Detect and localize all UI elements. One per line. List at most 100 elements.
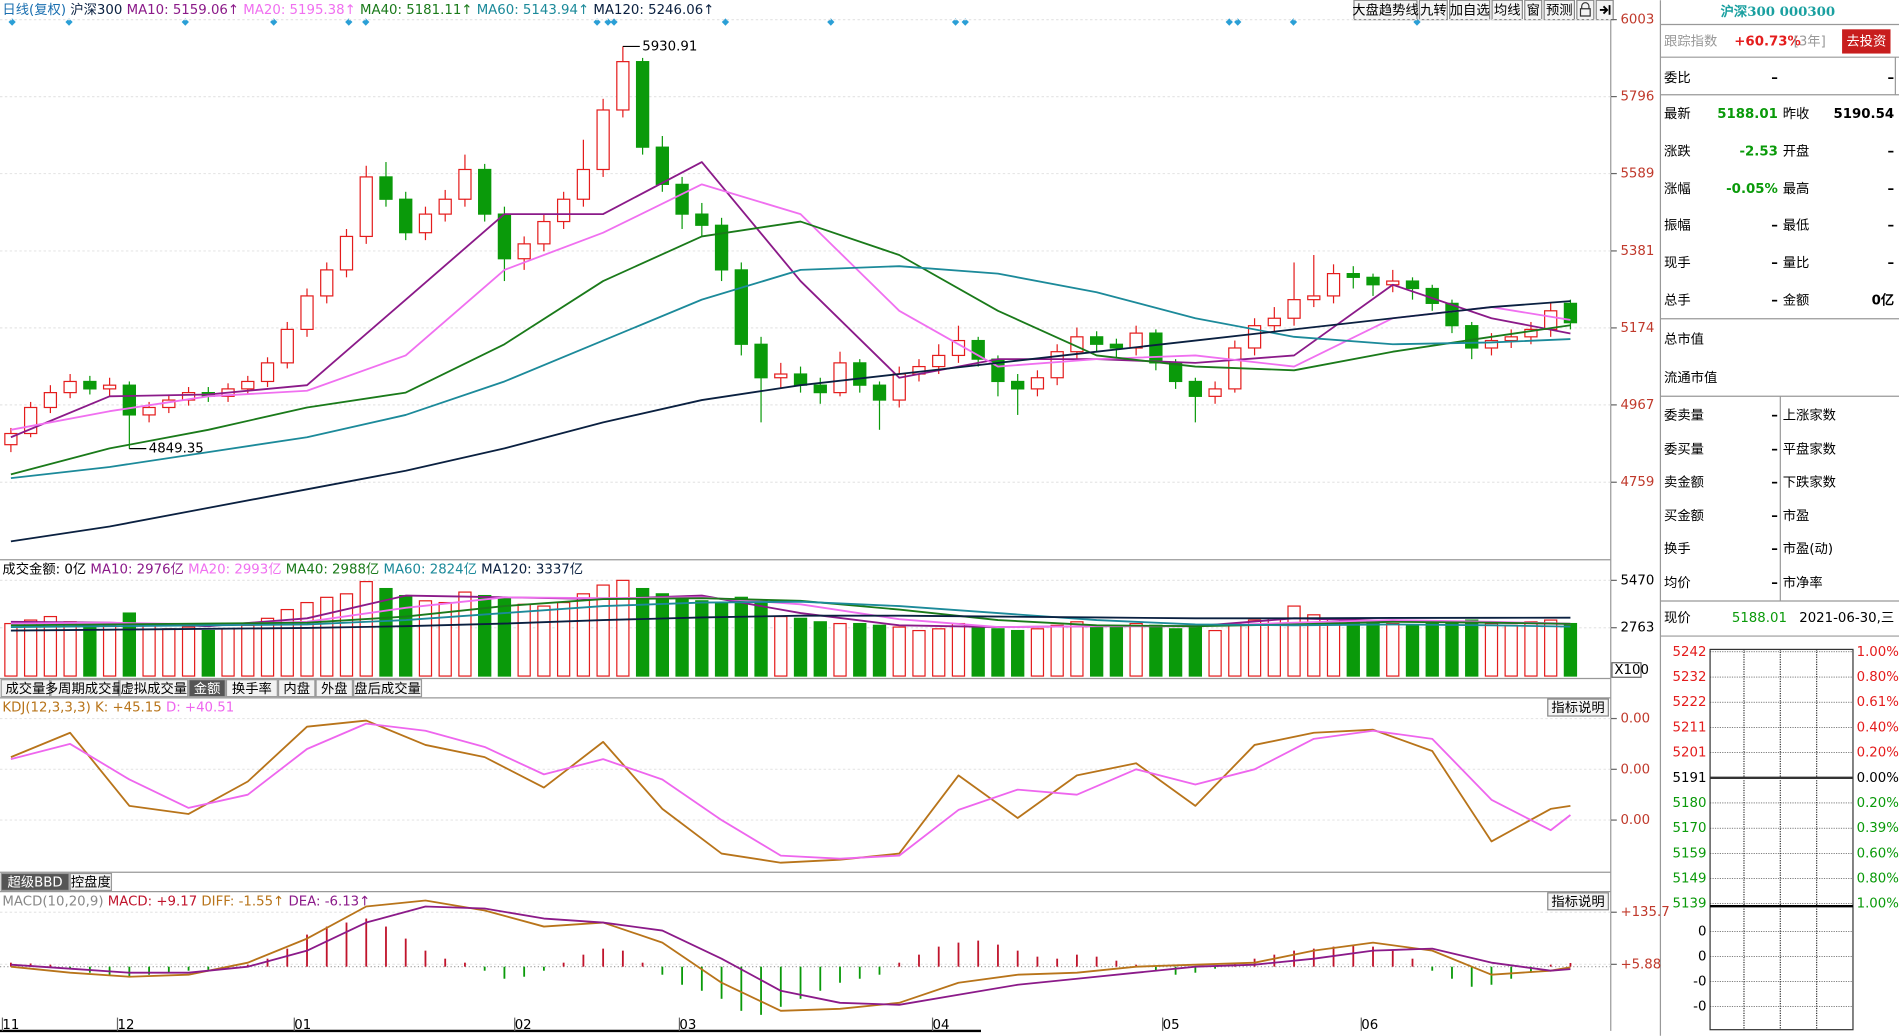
volume-bar xyxy=(1247,619,1262,677)
field-value: 0亿 xyxy=(1872,292,1895,309)
tab[interactable] xyxy=(353,679,423,698)
tab[interactable] xyxy=(277,679,316,698)
toolbar-button[interactable] xyxy=(1543,0,1576,21)
help-label: 指标说明 xyxy=(1551,700,1604,716)
tab-label: 控盘度 xyxy=(71,874,111,891)
toolbar-button[interactable] xyxy=(1418,0,1448,21)
candle-body xyxy=(260,362,275,383)
legend: MACD(10,20,9) MACD: +9.17 DIFF: -1.55↑ D… xyxy=(2,894,374,909)
volume-bar xyxy=(1168,628,1183,677)
volume-bar xyxy=(813,621,827,677)
field-value: – xyxy=(1887,182,1894,197)
mini-price: 5159 xyxy=(1673,846,1707,861)
ma-line xyxy=(10,265,1571,480)
candle-body xyxy=(418,213,433,234)
help-button[interactable] xyxy=(1547,892,1609,911)
mini-pct: 0.20% xyxy=(1857,746,1899,761)
field-label: 最新 xyxy=(1664,106,1691,122)
field-label: 委买量 xyxy=(1664,442,1704,458)
volume-bar xyxy=(576,593,591,677)
candle-body xyxy=(537,220,551,245)
volume-bar xyxy=(754,600,768,677)
signal-marker xyxy=(345,18,353,26)
candle-body xyxy=(1544,310,1558,331)
unit-box xyxy=(1611,662,1642,678)
invest-button[interactable] xyxy=(1842,29,1891,54)
tab[interactable] xyxy=(69,872,113,892)
field-label: 开盘 xyxy=(1783,143,1810,160)
legend-item: MA60: 2824亿 xyxy=(383,561,476,577)
field-label: 总手 xyxy=(1664,293,1691,309)
y-tick-label: 2763 xyxy=(1620,621,1654,636)
candle-body xyxy=(714,224,729,271)
signal-marker xyxy=(604,18,612,26)
volume-bar xyxy=(458,591,472,677)
candle-body xyxy=(122,384,137,416)
tab[interactable] xyxy=(119,679,189,698)
macd-line xyxy=(10,905,1571,1006)
volume-bar xyxy=(1267,617,1281,677)
mini-pct: 0.39% xyxy=(1857,821,1899,836)
mini-pct: 1.00% xyxy=(1857,645,1899,660)
volume-bar xyxy=(418,600,433,677)
volume-bar xyxy=(971,626,985,677)
date-label: 04 xyxy=(933,1018,950,1033)
tab[interactable] xyxy=(315,679,354,698)
field-label: 量比 xyxy=(1783,255,1810,271)
legend-item: K: +45.15 xyxy=(95,701,162,716)
legend-item: MA40: 2988亿 xyxy=(286,561,379,577)
field-label: 振幅 xyxy=(1664,218,1691,234)
tab[interactable] xyxy=(0,679,51,698)
volume-bar xyxy=(734,596,748,677)
tab[interactable] xyxy=(0,872,70,892)
tab-label: 多周期成交量 xyxy=(45,680,125,697)
field-label: 委卖量 xyxy=(1664,408,1704,424)
volume-ma-line xyxy=(10,614,1571,632)
candle-body xyxy=(635,61,650,148)
signal-marker xyxy=(961,18,969,26)
volume-bar xyxy=(1208,629,1222,677)
field-label: 均价 xyxy=(1664,575,1691,591)
field-label: 现手 xyxy=(1664,255,1691,271)
mini-price: 5149 xyxy=(1673,872,1707,887)
tab[interactable] xyxy=(225,679,278,698)
legend-item: MA10: 5159.06↑ xyxy=(127,3,239,18)
tab-label: 超级BBD xyxy=(8,875,63,891)
candle-body xyxy=(1109,343,1124,349)
quote-date: 2021-06-30,三 xyxy=(1799,611,1894,626)
volume-bar xyxy=(793,617,808,677)
volume-bar xyxy=(1425,622,1439,677)
tab[interactable] xyxy=(50,679,120,698)
candle-body xyxy=(1326,273,1341,297)
mini-price: 5211 xyxy=(1673,720,1707,735)
tab-label: 金额 xyxy=(194,681,221,697)
annotation: 5930.91 xyxy=(642,39,697,54)
mini-price: 5139 xyxy=(1673,897,1707,912)
toolbar-label: 均线 xyxy=(1494,3,1521,19)
date-label: 05 xyxy=(1163,1018,1180,1033)
tab[interactable] xyxy=(188,679,226,698)
candle-body xyxy=(774,373,788,379)
volume-bar xyxy=(1563,622,1578,677)
unit-label: X100 xyxy=(1614,663,1649,678)
signal-marker xyxy=(827,18,835,26)
tab-label: 换手率 xyxy=(232,680,272,697)
legend-item: DIFF: -1.55↑ xyxy=(201,894,284,909)
candle-body xyxy=(675,183,689,215)
candle-body xyxy=(280,328,294,364)
help-button[interactable] xyxy=(1547,698,1609,717)
legend-item: MACD: +9.17 xyxy=(108,894,197,909)
volume-bar xyxy=(1070,621,1084,677)
mini-pct: 0.80% xyxy=(1857,670,1899,685)
mini-pct: 1.00% xyxy=(1857,897,1899,912)
candle-body xyxy=(102,384,117,390)
volume-bar xyxy=(635,587,650,677)
volume-bar xyxy=(339,593,354,677)
date-label: 06 xyxy=(1361,1018,1378,1033)
toolbar-label: 预测 xyxy=(1546,3,1573,19)
volume-bar xyxy=(181,626,196,677)
y-tick-label: 5589 xyxy=(1620,167,1654,182)
field-value: – xyxy=(1771,219,1778,234)
candle-body xyxy=(793,373,808,386)
track-value: +60.73% xyxy=(1734,34,1801,49)
